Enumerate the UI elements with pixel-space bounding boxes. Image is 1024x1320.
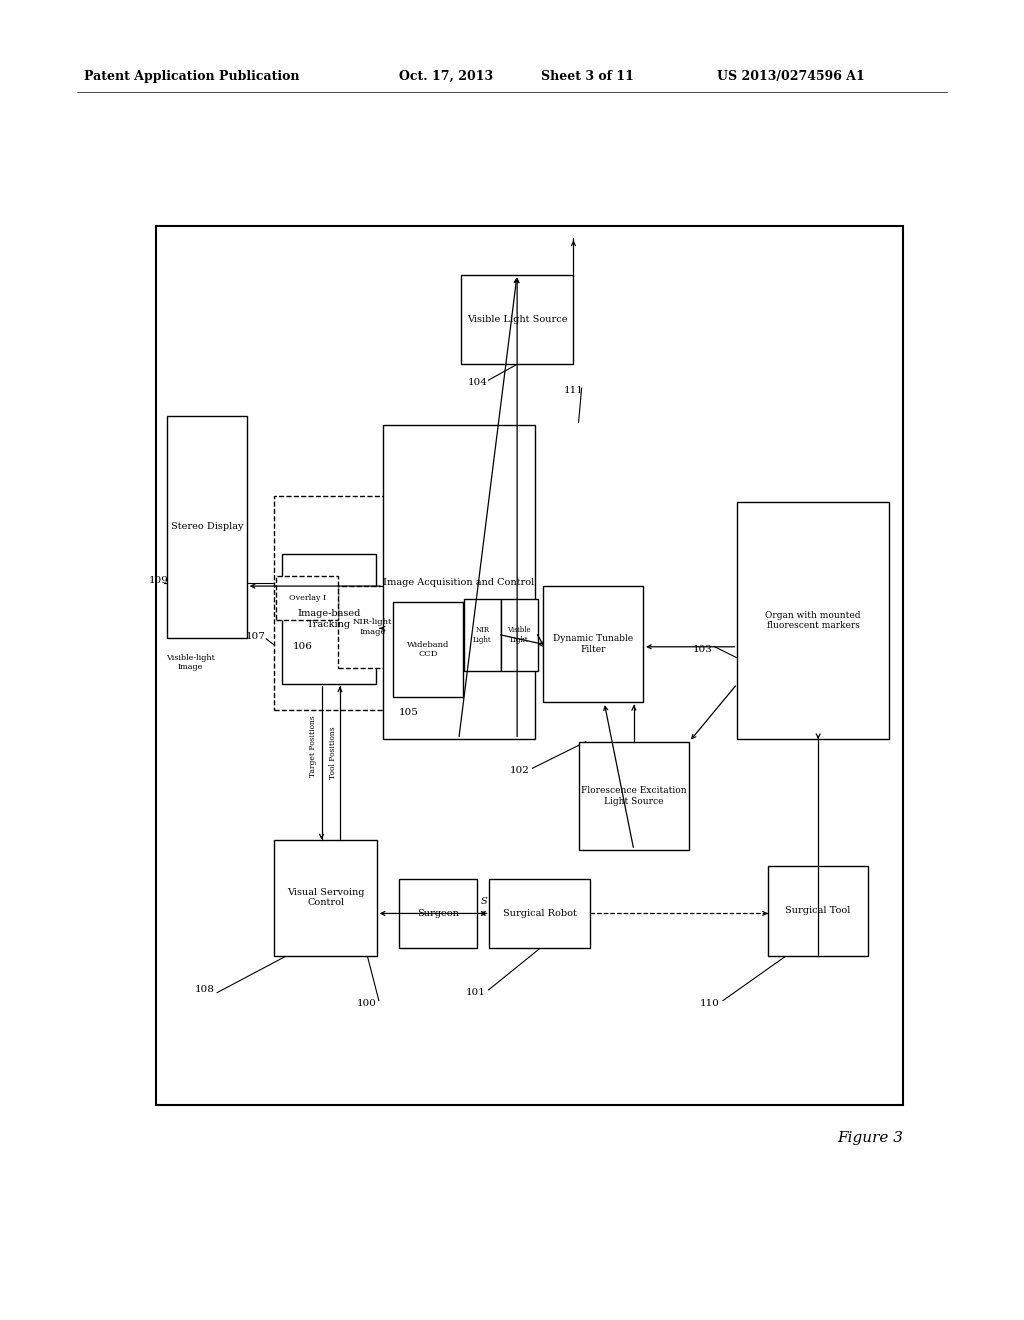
Bar (274, 496, 389, 710)
Text: Patent Application Publication: Patent Application Publication (84, 70, 299, 83)
Bar (393, 602, 463, 697)
Bar (461, 275, 573, 364)
Text: 111: 111 (563, 387, 584, 395)
Bar (464, 599, 501, 671)
Bar (338, 586, 408, 668)
Text: 109: 109 (148, 577, 169, 585)
Bar (383, 425, 535, 739)
Bar (167, 416, 247, 638)
Bar (489, 879, 590, 948)
Bar (768, 866, 868, 956)
Text: Visible Light Source: Visible Light Source (467, 315, 567, 323)
Text: 105: 105 (398, 709, 419, 717)
Text: 100: 100 (356, 999, 377, 1007)
Bar (156, 226, 903, 1105)
Text: Surgeon: Surgeon (418, 909, 459, 917)
Bar (579, 742, 689, 850)
Text: Stereo Display: Stereo Display (171, 523, 243, 531)
Text: Surgical Robot: Surgical Robot (503, 909, 577, 917)
Text: Visual Servoing
Control: Visual Servoing Control (287, 888, 365, 907)
Text: 104: 104 (468, 379, 488, 387)
Bar (274, 840, 377, 956)
Text: S: S (481, 898, 487, 906)
Text: 108: 108 (195, 986, 215, 994)
Bar (543, 586, 643, 702)
Text: Sheet 3 of 11: Sheet 3 of 11 (541, 70, 634, 83)
Text: Image-based
Tracking: Image-based Tracking (297, 610, 360, 628)
Text: Organ with mounted
fluorescent markers: Organ with mounted fluorescent markers (765, 611, 861, 630)
Bar (276, 576, 338, 620)
Text: Visible
Light: Visible Light (507, 626, 531, 644)
Text: Overlay I: Overlay I (289, 594, 326, 602)
Text: Image Acquisition and Control: Image Acquisition and Control (383, 578, 535, 586)
Text: Florescence Excitation
Light Source: Florescence Excitation Light Source (581, 787, 687, 805)
Text: Tool Positions: Tool Positions (329, 726, 337, 779)
Text: 106: 106 (293, 643, 313, 651)
Bar (737, 502, 889, 739)
Text: Figure 3: Figure 3 (838, 1131, 903, 1144)
Text: Target Positions: Target Positions (309, 715, 317, 776)
Bar (399, 879, 477, 948)
Text: Surgical Tool: Surgical Tool (785, 907, 851, 915)
Bar (282, 554, 376, 684)
Text: 102: 102 (510, 767, 530, 775)
Text: US 2013/0274596 A1: US 2013/0274596 A1 (717, 70, 864, 83)
Text: 103: 103 (692, 645, 713, 653)
Text: NIR
Light: NIR Light (473, 626, 492, 644)
Text: Dynamic Tunable
Filter: Dynamic Tunable Filter (553, 635, 633, 653)
Text: NIR-light
Image: NIR-light Image (353, 618, 392, 636)
Text: Visible-light
Image: Visible-light Image (166, 653, 215, 672)
Text: Wideband
CCD: Wideband CCD (407, 640, 450, 659)
Text: 107: 107 (246, 632, 266, 640)
Text: 110: 110 (699, 999, 720, 1007)
Bar (501, 599, 538, 671)
Text: Oct. 17, 2013: Oct. 17, 2013 (399, 70, 494, 83)
Text: 101: 101 (466, 989, 486, 997)
